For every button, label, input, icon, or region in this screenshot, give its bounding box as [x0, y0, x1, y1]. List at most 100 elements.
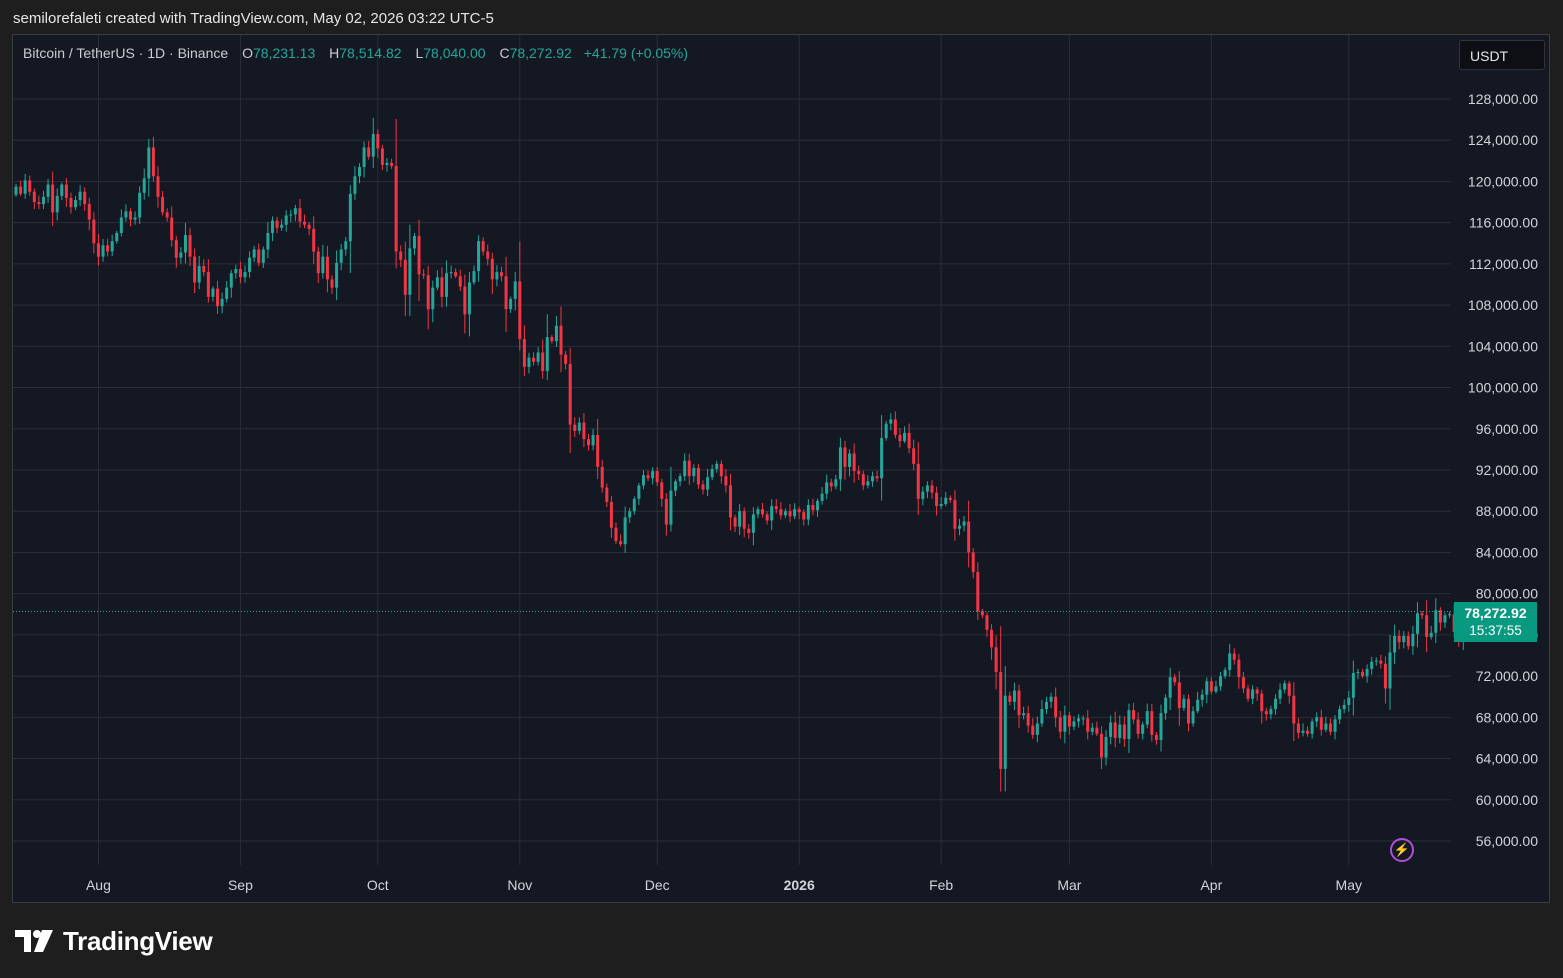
candle-body — [742, 511, 746, 529]
symbol-title[interactable]: Bitcoin / TetherUS · 1D · Binance — [23, 45, 229, 61]
candle-body — [92, 219, 96, 244]
candle-body — [1333, 719, 1337, 732]
candle-body — [119, 217, 123, 233]
candle-body — [715, 463, 719, 469]
candle-body — [238, 269, 242, 278]
candle-body — [495, 272, 499, 280]
candle-body — [216, 288, 220, 307]
candle-body — [46, 184, 50, 197]
candle-body — [518, 281, 522, 340]
candle-body — [756, 509, 760, 515]
candle-body — [124, 211, 128, 218]
candle-body — [1287, 683, 1291, 696]
candle-body — [545, 337, 549, 372]
candle-body — [783, 511, 787, 516]
candle-body — [609, 501, 613, 528]
candle-body — [857, 471, 861, 475]
candle-body — [229, 273, 233, 288]
candle-body — [197, 265, 201, 283]
candle-body — [651, 471, 655, 479]
candle-body — [1168, 677, 1172, 698]
candle-body — [60, 184, 64, 196]
candle-body — [1141, 724, 1145, 734]
candle-body — [953, 499, 957, 529]
candle-body — [559, 325, 563, 355]
candle-body — [1388, 652, 1392, 689]
candle-body — [399, 251, 403, 260]
candle-body — [568, 363, 572, 425]
candle-body — [797, 509, 801, 513]
candle-body — [293, 208, 297, 215]
x-axis-tick-label: May — [1336, 877, 1362, 893]
candle-body — [1058, 717, 1062, 732]
candle-body — [1086, 718, 1090, 732]
candle-body — [1292, 695, 1296, 724]
candle-body — [1338, 709, 1342, 720]
candle-body — [577, 422, 581, 431]
candle-body — [1438, 610, 1442, 623]
candle-body — [793, 509, 797, 517]
currency-button[interactable]: USDT — [1459, 40, 1545, 70]
candle-body — [458, 276, 462, 287]
candle-body — [1402, 635, 1406, 643]
candle-body — [1099, 733, 1103, 758]
candle-body — [1370, 661, 1374, 669]
candle-body — [1040, 709, 1044, 724]
candle-body — [165, 212, 169, 218]
candle-body — [1095, 727, 1099, 734]
y-axis-tick-label: 108,000.00 — [1468, 297, 1538, 313]
candle-body — [96, 243, 100, 257]
candlestick-chart[interactable]: 56,000.00 60,000.00 64,000.00 68,000.00 72,0… — [13, 35, 1549, 902]
y-axis-tick-label: 64,000.00 — [1476, 751, 1538, 767]
candle-body — [1223, 669, 1227, 677]
y-axis-tick-label: 56,000.00 — [1476, 833, 1538, 849]
chart-panel[interactable]: 56,000.00 60,000.00 64,000.00 68,000.00 72,0… — [12, 34, 1550, 903]
candle-body — [115, 232, 119, 242]
candle-body — [843, 447, 847, 467]
candle-body — [325, 256, 329, 280]
candle-body — [1315, 717, 1319, 722]
candle-body — [243, 272, 247, 278]
candle-body — [1264, 711, 1268, 715]
candle-body — [394, 165, 398, 252]
candle-body — [1205, 681, 1209, 695]
candle-body — [733, 517, 737, 527]
candle-body — [362, 147, 366, 168]
candle-body — [806, 505, 810, 520]
candle-body — [1008, 695, 1012, 702]
candle-body — [728, 485, 732, 518]
candle-body — [1063, 715, 1067, 732]
candle-body — [1012, 690, 1016, 702]
candle-body — [1164, 697, 1168, 714]
candle-body — [1177, 682, 1181, 709]
candle-body — [248, 257, 252, 273]
candle-body — [390, 162, 394, 166]
y-axis-tick-label: 128,000.00 — [1468, 91, 1538, 107]
candle-body — [550, 337, 554, 342]
y-axis-tick-label: 84,000.00 — [1476, 544, 1538, 560]
candle-body — [303, 221, 307, 225]
candle-body — [270, 220, 274, 233]
candle-body — [1351, 673, 1355, 698]
candle-body — [641, 475, 645, 486]
candle-body — [435, 277, 439, 288]
y-axis-tick-label: 96,000.00 — [1476, 421, 1538, 437]
candle-body — [367, 147, 371, 157]
candle-body — [1045, 701, 1048, 710]
candle-body — [527, 357, 531, 367]
low-key: L — [415, 45, 424, 61]
candle-body — [1154, 734, 1158, 741]
candle-body — [101, 245, 105, 257]
candle-body — [371, 134, 375, 157]
candle-body — [490, 258, 494, 280]
candle-body — [298, 208, 302, 222]
candle-body — [335, 262, 339, 288]
candle-body — [225, 287, 229, 299]
candle-body — [454, 272, 458, 277]
y-axis-tick-label: 92,000.00 — [1476, 462, 1538, 478]
candle-body — [747, 528, 751, 533]
candle-body — [1283, 683, 1287, 690]
lightning-icon[interactable]: ⚡ — [1390, 838, 1414, 862]
candle-body — [467, 282, 471, 315]
candle-body — [188, 235, 192, 257]
